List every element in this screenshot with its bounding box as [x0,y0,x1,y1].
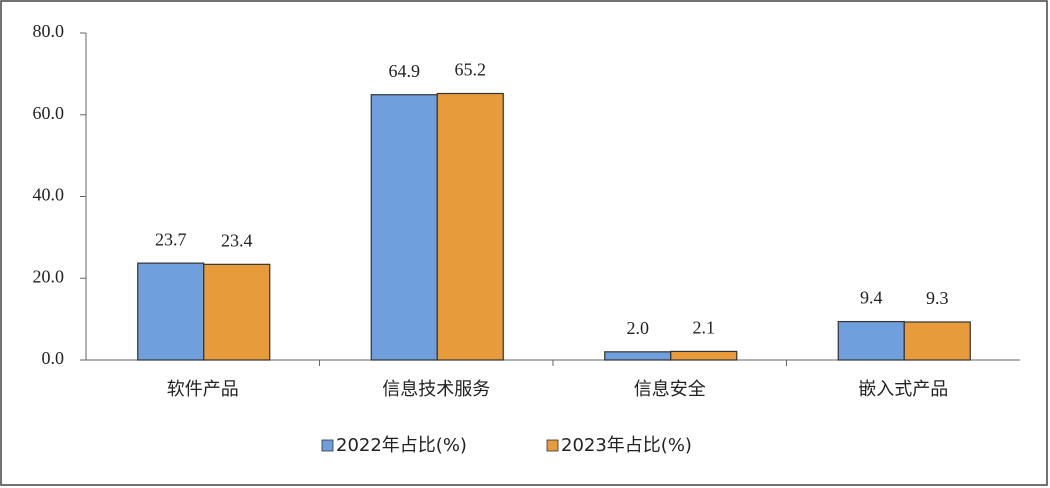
bar [203,263,271,361]
bar [837,320,905,361]
bar [137,262,205,361]
value-label: 2.1 [693,318,716,338]
legend-swatch [321,439,334,452]
legend-label: 2023年占比(%) [561,435,692,456]
value-label: 9.3 [926,288,949,308]
y-tick-label: 60.0 [33,103,65,123]
x-tick-label: 嵌入式产品 [858,379,948,400]
value-label: 65.2 [455,60,487,80]
bar [604,351,672,361]
value-label: 23.4 [221,230,253,250]
x-tick-label: 信息技术服务 [382,379,490,400]
y-tick-label: 40.0 [33,185,65,205]
y-tick-label: 20.0 [33,266,65,286]
bar [370,94,438,361]
legend-swatch [546,439,559,452]
bar [436,92,504,361]
x-tick-label: 软件产品 [167,379,239,400]
legend-label: 2022年占比(%) [336,435,467,456]
value-label: 23.7 [155,229,187,249]
value-label: 2.0 [627,318,650,338]
y-tick-label: 0.0 [42,348,65,368]
value-label: 9.4 [860,288,883,308]
bar [670,350,738,361]
value-label: 64.9 [389,61,421,81]
bar [903,321,971,361]
x-tick-label: 信息安全 [634,379,706,400]
y-tick-label: 80.0 [33,21,65,41]
